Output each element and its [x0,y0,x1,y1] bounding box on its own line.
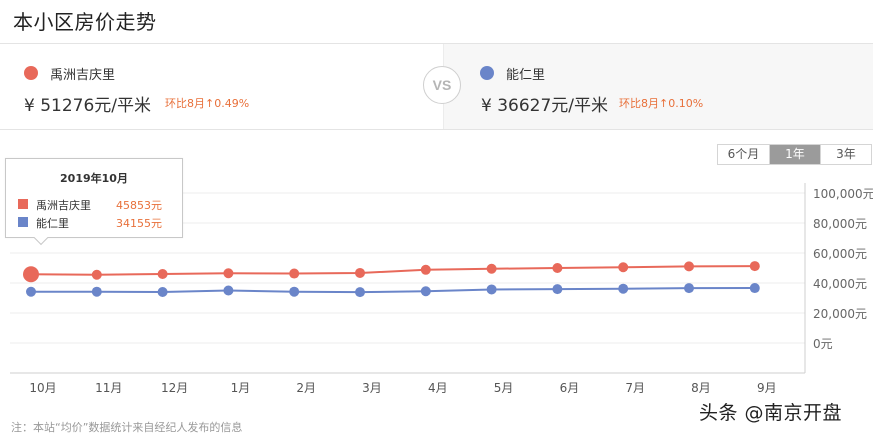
data-point[interactable] [420,264,431,275]
vs-badge: VS [423,66,461,104]
tooltip-series-name: 禹洲吉庆里 [36,199,91,212]
x-tick-label: 3月 [362,381,382,395]
watermark: 头条 @南京开盘 [699,402,843,424]
page-title: 本小区房价走势 [13,10,157,34]
compare-right: 能仁里 ¥ 36627元/平米 环比8月↑0.10% [443,44,873,129]
data-point[interactable] [618,283,629,294]
data-point[interactable] [157,269,168,279]
tooltip-row: 能仁里 34155元 [18,215,178,230]
divider [0,43,873,44]
y-tick-label: 60,000元 [813,247,867,261]
x-tick-label: 10月 [29,381,56,395]
data-point[interactable] [223,268,234,279]
legend-swatch-icon [18,199,28,209]
tab-3-years[interactable]: 3年 [820,145,871,164]
data-point[interactable] [289,286,300,297]
x-tick-label: 11月 [95,381,122,395]
series-line [30,265,755,276]
tab-1-year[interactable]: 1年 [769,145,820,164]
series-dot-icon [24,66,38,80]
tooltip-series-value: 45853元 [116,199,162,212]
range-tabs: 6个月 1年 3年 [717,144,872,165]
x-tick-label: 2月 [296,381,316,395]
x-tick-label: 8月 [691,381,711,395]
data-point[interactable] [486,284,497,295]
data-point[interactable] [684,261,694,272]
data-point[interactable] [420,286,431,297]
data-point[interactable] [552,284,563,295]
compare-left: 禹洲吉庆里 ¥ 51276元/平米 环比8月↑0.49% [0,44,443,129]
series-line [30,287,755,294]
y-tick-label: 40,000元 [813,277,867,291]
data-point[interactable] [684,283,694,294]
data-point[interactable] [355,287,365,298]
data-point[interactable] [91,286,102,297]
estate-name-left: 禹洲吉庆里 [50,68,116,83]
x-tick-label: 12月 [161,381,188,395]
y-tick-label: 100,000元 [813,187,873,201]
data-point[interactable] [26,286,36,297]
x-tick-label: 6月 [560,381,580,395]
tooltip-series-value: 34155元 [116,217,162,230]
compare-panel: 禹洲吉庆里 ¥ 51276元/平米 环比8月↑0.49% 能仁里 ¥ 36627… [0,44,873,130]
data-point[interactable] [749,261,760,272]
x-tick-label: 1月 [231,381,251,395]
legend-swatch-icon [18,217,28,227]
data-point[interactable] [223,285,234,296]
tooltip-series-name: 能仁里 [36,217,69,230]
tooltip-row: 禹洲吉庆里 45853元 [18,197,178,212]
price-right: ¥ 36627元/平米 [481,96,609,116]
chart-tooltip: 2019年10月 禹洲吉庆里 45853元 能仁里 34155元 [5,158,183,246]
data-point[interactable] [552,263,563,273]
x-tick-label: 5月 [494,381,514,395]
x-tick-label: 4月 [428,381,448,395]
data-point[interactable] [91,269,102,280]
tab-6-months[interactable]: 6个月 [718,145,769,164]
data-point[interactable] [618,262,629,273]
series-dot-icon [480,66,494,80]
data-point[interactable] [157,287,168,297]
change-left: 环比8月↑0.49% [165,97,250,110]
estate-name-right: 能仁里 [506,68,546,83]
y-tick-label: 20,000元 [813,307,867,321]
data-point[interactable] [749,283,760,294]
y-tick-label: 80,000元 [813,217,867,231]
data-point[interactable] [23,266,39,283]
price-left: ¥ 51276元/平米 [24,96,152,116]
data-point[interactable] [355,267,365,278]
change-right: 环比8月↑0.10% [619,97,704,110]
x-tick-label: 7月 [625,381,645,395]
x-tick-label: 9月 [757,381,777,395]
footnote: 注：本站“均价”数据统计来自经纪人发布的信息 [11,421,243,434]
tooltip-title: 2019年10月 [60,172,128,185]
y-tick-label: 0元 [813,337,833,351]
data-point[interactable] [486,263,497,274]
data-point[interactable] [289,268,300,279]
